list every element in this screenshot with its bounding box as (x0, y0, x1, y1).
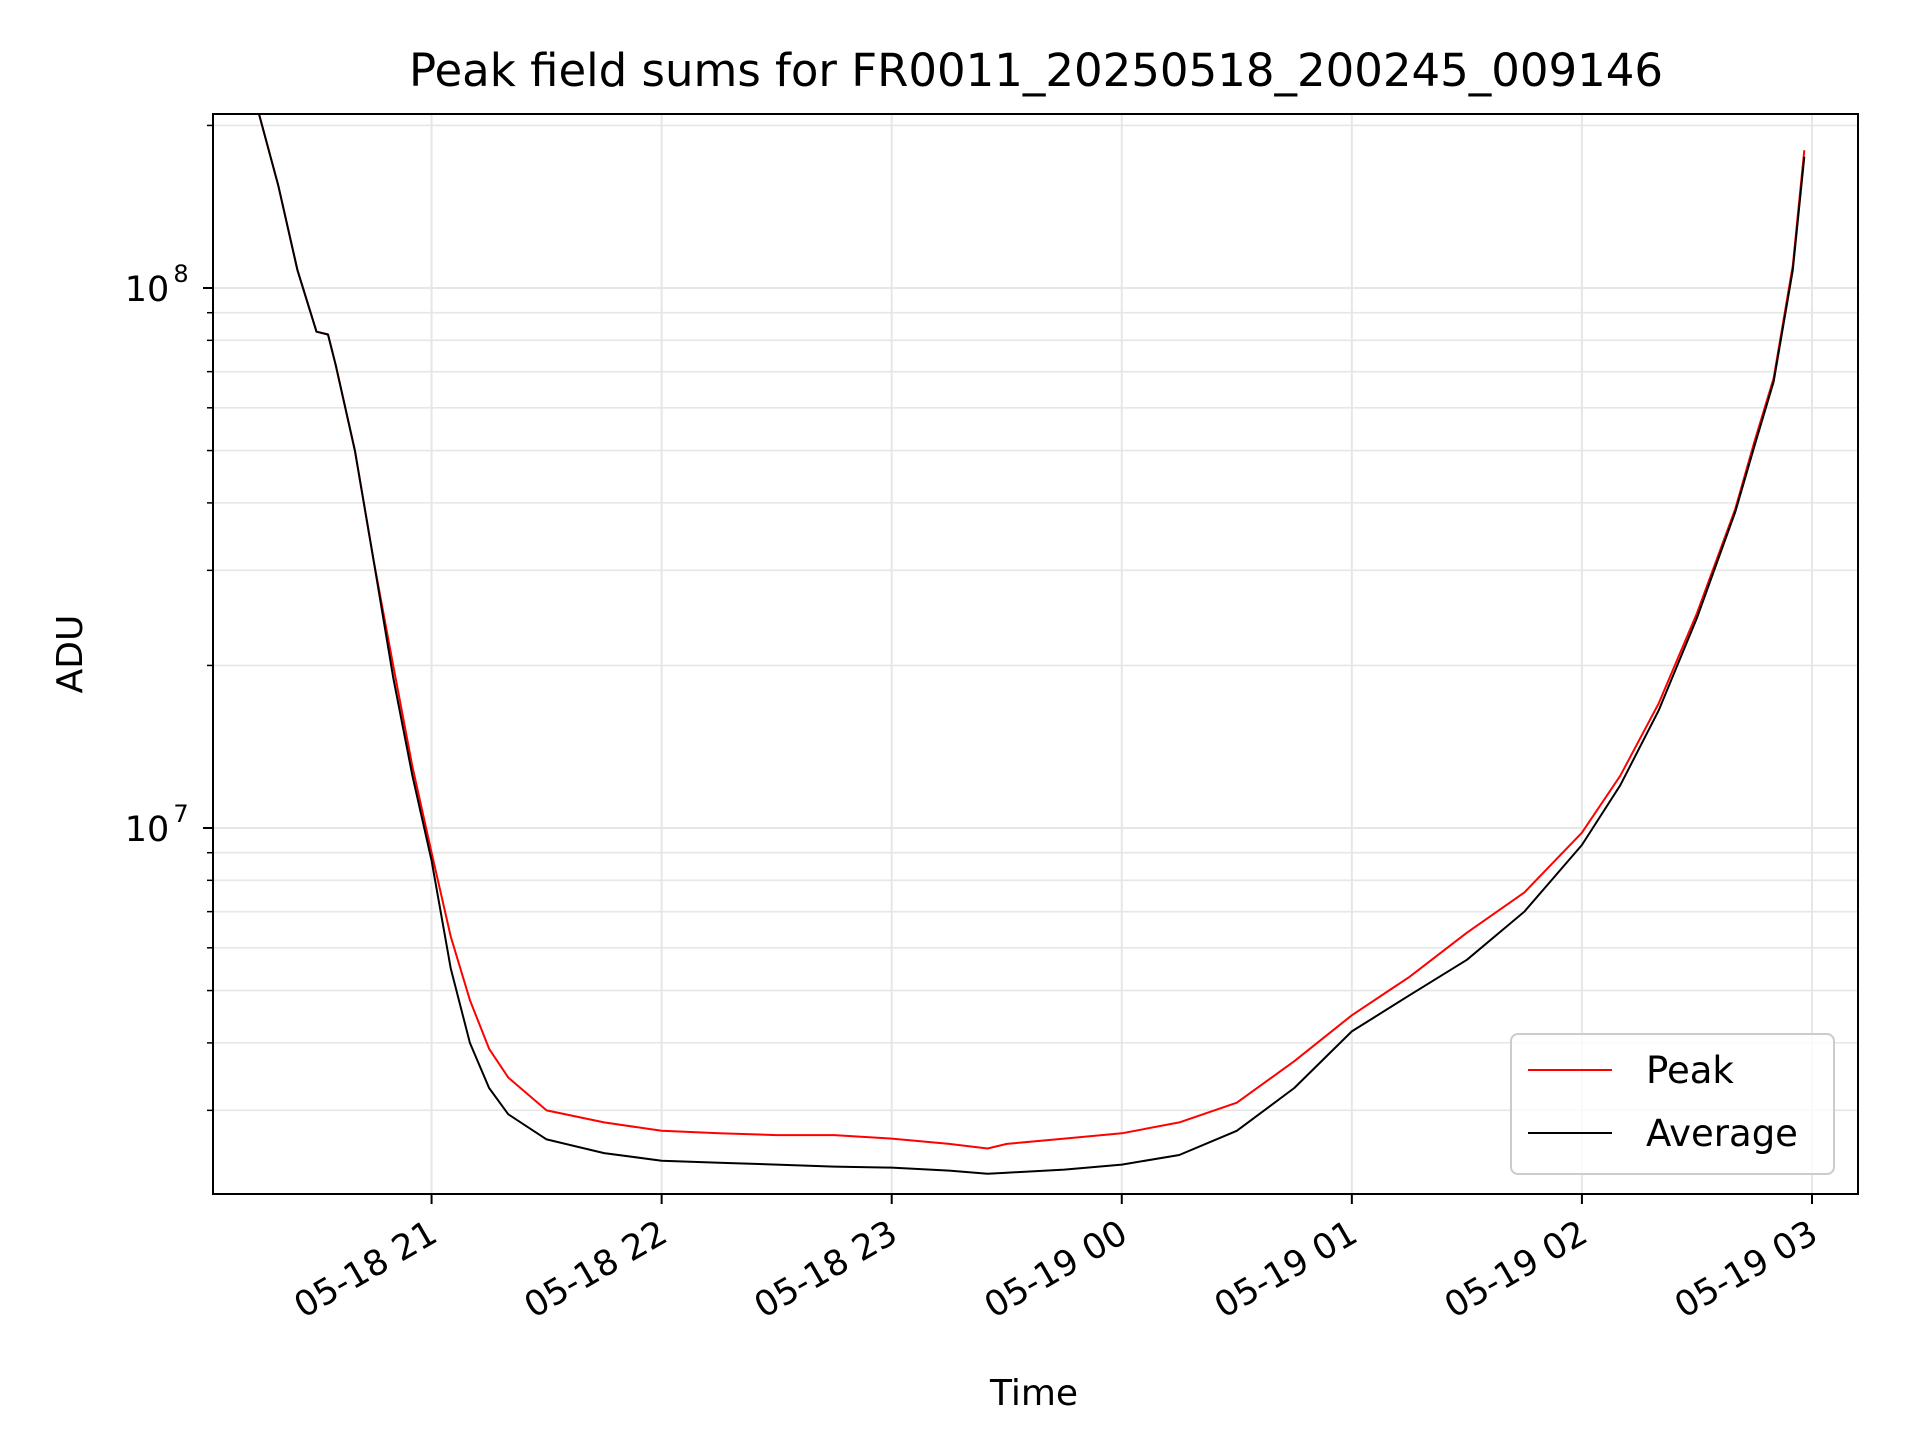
y-tick-label: 10 (125, 270, 170, 310)
series-layer (258, 114, 1806, 1175)
plot-frame (212, 113, 1859, 1195)
grid (213, 114, 1858, 1194)
chart-title: Peak field sums for FR0011_20250518_2002… (409, 44, 1663, 97)
series-line-average (258, 114, 1806, 1175)
legend: Peak Average (1510, 1033, 1835, 1175)
x-axis-label: Time (989, 1373, 1078, 1414)
legend-average-label: Average (1646, 1112, 1798, 1155)
y-tick-exponent: 8 (173, 260, 188, 288)
y-tick-exponent: 7 (173, 800, 188, 828)
y-axis-label: ADU (50, 615, 91, 694)
y-tick-label: 10 (125, 810, 170, 850)
legend-peak-label: Peak (1646, 1049, 1734, 1092)
